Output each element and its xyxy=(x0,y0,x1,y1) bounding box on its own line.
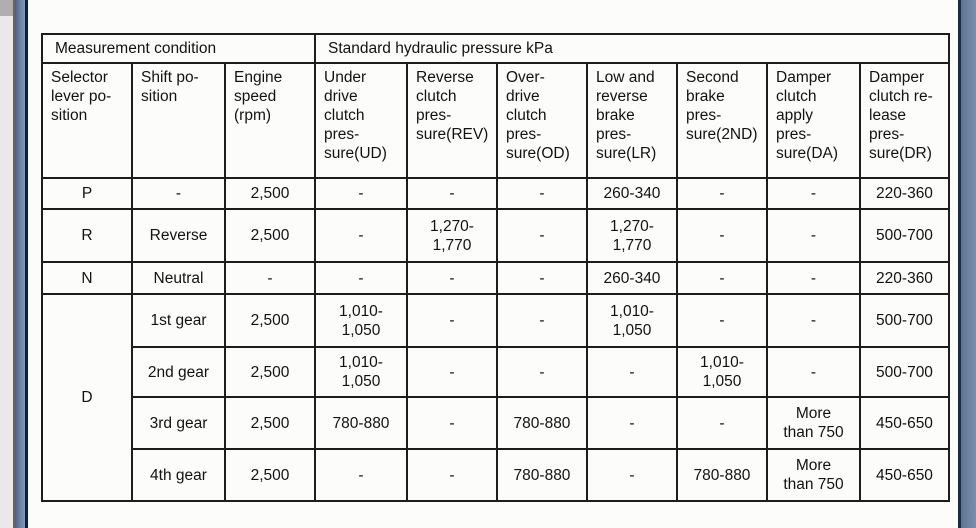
column-header-underdrive-clutch-pressure: Under drive clutch pres- sure(UD) xyxy=(314,62,408,179)
table-cell: - xyxy=(496,346,588,398)
table-cell: - xyxy=(766,261,861,295)
page-edge-bar-right xyxy=(958,0,976,528)
page-edge-bar-left xyxy=(15,0,28,528)
column-header-reverse-clutch-pressure: Reverse clutch pres- sure(REV) xyxy=(406,62,498,179)
table-cell: 1,010- 1,050 xyxy=(586,293,678,348)
table-cell: - xyxy=(496,293,588,348)
left-gutter-divider xyxy=(13,0,15,528)
table-cell: - xyxy=(676,293,768,348)
table-cell: Reverse xyxy=(131,208,226,263)
table-cell: More than 750 xyxy=(766,396,861,450)
table-cell: 1,010- 1,050 xyxy=(314,293,408,348)
table-cell: - xyxy=(406,396,498,450)
table-cell: 450-650 xyxy=(859,396,950,450)
table-cell: 1,010- 1,050 xyxy=(676,346,768,398)
table-cell: 4th gear xyxy=(131,448,226,502)
table-cell: - xyxy=(676,261,768,295)
group-header-standard-pressure: Standard hydraulic pressure kPa xyxy=(314,33,950,64)
left-gutter-top-block xyxy=(0,0,13,16)
table-cell: - xyxy=(676,208,768,263)
table-cell: - xyxy=(406,261,498,295)
table-cell: 2,500 xyxy=(224,346,316,398)
table-cell: - xyxy=(406,448,498,502)
table-cell: D xyxy=(41,293,133,502)
table-cell: 1,270- 1,770 xyxy=(586,208,678,263)
column-header-selector-lever-position: Selector lever po- sition xyxy=(41,62,133,179)
table-row: R Reverse 2,500-1,270- 1,770-1,270- 1,770-… xyxy=(41,208,950,263)
table-cell: - xyxy=(586,346,678,398)
table-row: N Neutral - - - -260-340- -220-360 xyxy=(41,261,950,295)
table-cell: 500-700 xyxy=(859,293,950,348)
table-cell: - xyxy=(496,261,588,295)
table-cell: - xyxy=(406,346,498,398)
table-cell: - xyxy=(496,208,588,263)
table-cell: More than 750 xyxy=(766,448,861,502)
table-cell: - xyxy=(224,261,316,295)
table-body: P -2,500- - -260-340- -220-360 R Reverse 2,500-… xyxy=(41,177,950,502)
table-cell: 3rd gear xyxy=(131,396,226,450)
column-header-low-reverse-brake-pressure: Low and reverse brake pres- sure(LR) xyxy=(586,62,678,179)
table-cell: 2,500 xyxy=(224,293,316,348)
hydraulic-pressure-spec-table: Measurement condition Standard hydraulic… xyxy=(41,33,950,502)
table-cell: - xyxy=(314,448,408,502)
table-cell: - xyxy=(496,177,588,210)
table-cell: 780-880 xyxy=(314,396,408,450)
table-cell: P xyxy=(41,177,133,210)
table-row: D 1st gear 2,500 1,010- 1,050- -1,010- 1,050… xyxy=(41,293,950,502)
table-cell: 220-360 xyxy=(859,177,950,210)
table-row: P -2,500- - -260-340- -220-360 xyxy=(41,177,950,210)
table-cell: - xyxy=(406,177,498,210)
table-cell: - xyxy=(766,177,861,210)
table-cell: 220-360 xyxy=(859,261,950,295)
left-window-gutter xyxy=(0,0,13,528)
column-header-overdrive-clutch-pressure: Over- drive clutch pres- sure(OD) xyxy=(496,62,588,179)
table-cell: 260-340 xyxy=(586,177,678,210)
table-cell: - xyxy=(314,208,408,263)
table-row: 4th gear 2,500- -780-880-780-880 More than … xyxy=(42,448,950,502)
table-cell: 780-880 xyxy=(496,396,588,450)
column-header-engine-speed: Engine speed (rpm) xyxy=(224,62,316,179)
table-group-header-row: Measurement condition Standard hydraulic… xyxy=(41,33,950,64)
column-header-damper-clutch-release-pressure: Damper clutch re- lease pres- sure(DR) xyxy=(859,62,950,179)
table-cell: - xyxy=(314,261,408,295)
table-cell: - xyxy=(766,346,861,398)
table-cell: - xyxy=(314,177,408,210)
table-cell: 500-700 xyxy=(859,346,950,398)
table-row: 2nd gear 2,500 1,010- 1,050- - -1,010- 1,050… xyxy=(42,346,950,398)
table-cell: 780-880 xyxy=(496,448,588,502)
table-cell: - xyxy=(676,396,768,450)
table-cell: 2,500 xyxy=(224,396,316,450)
table-cell: 2,500 xyxy=(224,208,316,263)
column-header-second-brake-pressure: Second brake pres- sure(2ND) xyxy=(676,62,768,179)
table-cell: N xyxy=(41,261,133,295)
table-cell: Neutral xyxy=(131,261,226,295)
table-cell: - xyxy=(766,293,861,348)
table-column-header-row: Selector lever po- sition Shift po- siti… xyxy=(41,62,950,179)
table-cell: 260-340 xyxy=(586,261,678,295)
table-cell: - xyxy=(766,208,861,263)
table-cell: 780-880 xyxy=(676,448,768,502)
group-header-measurement-condition: Measurement condition xyxy=(41,33,316,64)
table-cell: 2nd gear xyxy=(131,346,226,398)
scanned-page: Measurement condition Standard hydraulic… xyxy=(31,0,958,528)
column-header-damper-clutch-apply-pressure: Damper clutch apply pres- sure(DA) xyxy=(766,62,861,179)
table-cell: 1st gear xyxy=(131,293,226,348)
table-cell: - xyxy=(406,293,498,348)
table-row: 3rd gear 2,500 780-880-780-880- - More than … xyxy=(42,396,950,450)
table-cell: 450-650 xyxy=(859,448,950,502)
column-header-shift-position: Shift po- sition xyxy=(131,62,226,179)
table-cell: 1,010- 1,050 xyxy=(314,346,408,398)
table-cell: R xyxy=(41,208,133,263)
table-cell: 1,270- 1,770 xyxy=(406,208,498,263)
table-cell: - xyxy=(586,448,678,502)
table-cell: 500-700 xyxy=(859,208,950,263)
table-cell: - xyxy=(131,177,226,210)
table-cell: - xyxy=(676,177,768,210)
table-cell: 2,500 xyxy=(224,177,316,210)
table-cell: - xyxy=(586,396,678,450)
table-cell: 2,500 xyxy=(224,448,316,502)
